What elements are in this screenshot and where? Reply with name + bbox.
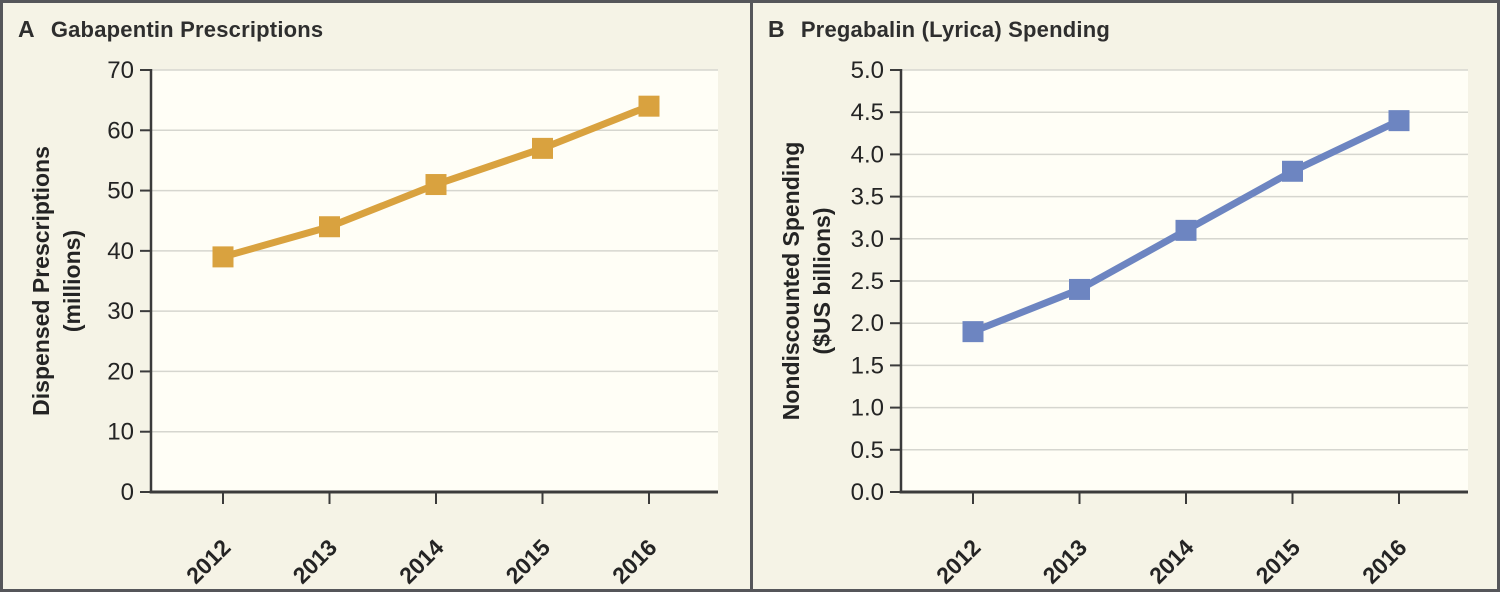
y-axis-title-line2: ($US billions) xyxy=(809,208,835,355)
y-tick-label: 40 xyxy=(107,238,134,265)
y-tick-label: 0.5 xyxy=(851,437,884,464)
x-tick-label: 2016 xyxy=(1357,534,1412,589)
panel-a-gabapentin-prescriptions: A Gabapentin Prescriptions 0 10 20 30 40 50 60 7… xyxy=(3,3,750,589)
y-axis-title-line1: Dispensed Prescriptions xyxy=(28,146,54,416)
x-tick-group: 2012 2013 2014 2015 2016 xyxy=(181,492,662,589)
x-tick-label: 2013 xyxy=(287,534,342,589)
y-tick-label: 50 xyxy=(107,178,134,205)
data-markers xyxy=(962,110,1410,343)
y-tick-label: 70 xyxy=(107,57,134,84)
y-tick-label: 5.0 xyxy=(851,57,884,84)
y-tick-group: 0 10 20 30 40 50 60 70 xyxy=(107,57,151,506)
y-tick-label: 3.5 xyxy=(851,184,884,211)
panel-b-title: B Pregabalin (Lyrica) Spending xyxy=(768,16,1110,43)
y-tick-label: 20 xyxy=(107,358,134,385)
data-markers xyxy=(212,95,660,268)
panel-b-title-text: Pregabalin (Lyrica) Spending xyxy=(800,17,1110,42)
data-point-marker xyxy=(1282,160,1303,182)
data-point-marker xyxy=(319,216,340,238)
y-tick-label: 2.0 xyxy=(851,310,884,337)
y-tick-label: 30 xyxy=(107,298,134,325)
y-axis-title-line2: (millions) xyxy=(59,230,85,332)
data-point-marker xyxy=(1388,110,1410,132)
y-tick-label: 60 xyxy=(107,117,134,144)
y-tick-label: 10 xyxy=(107,419,134,446)
chart-a-svg: 0 10 20 30 40 50 60 70 2012 2013 2014 2015 2016 Dispe… xyxy=(28,57,718,589)
x-tick-label: 2013 xyxy=(1037,534,1092,589)
data-point-marker xyxy=(1069,278,1090,300)
x-tick-group: 2012 2013 2014 2015 2016 xyxy=(931,492,1412,589)
panel-a-title-text: Gabapentin Prescriptions xyxy=(50,17,324,42)
y-tick-label: 4.5 xyxy=(851,99,884,126)
y-tick-group: 0.0 0.5 1.0 1.5 2.0 2.5 3.0 3.5 4.0 4.5 5.0 xyxy=(851,57,901,506)
panel-a-title: A Gabapentin Prescriptions xyxy=(18,16,323,43)
y-tick-label: 1.5 xyxy=(851,352,884,379)
y-tick-label: 3.0 xyxy=(851,226,884,253)
x-tick-label: 2015 xyxy=(1250,534,1305,589)
plot-area xyxy=(151,70,718,492)
panel-b-pregabalin-spending: B Pregabalin (Lyrica) Spending 0.0 0.5 1.0 1… xyxy=(753,3,1497,589)
data-point-marker xyxy=(212,246,234,268)
panel-a-letter: A xyxy=(18,16,35,42)
data-point-marker xyxy=(1175,219,1197,241)
x-tick-label: 2012 xyxy=(931,534,986,589)
y-tick-label: 0 xyxy=(121,479,134,506)
y-tick-label: 4.0 xyxy=(851,141,884,168)
x-tick-label: 2015 xyxy=(500,534,555,589)
data-point-marker xyxy=(425,174,447,196)
y-tick-label: 1.0 xyxy=(851,395,884,422)
y-tick-label: 2.5 xyxy=(851,268,884,295)
x-tick-label: 2014 xyxy=(1144,534,1199,589)
panel-b-letter: B xyxy=(768,16,785,42)
y-tick-label: 0.0 xyxy=(851,479,884,506)
data-point-marker xyxy=(532,137,553,159)
gridlines xyxy=(901,69,1468,451)
x-tick-label: 2016 xyxy=(607,534,662,589)
data-point-marker xyxy=(638,95,660,117)
x-tick-label: 2014 xyxy=(394,534,449,589)
x-tick-label: 2012 xyxy=(181,534,236,589)
data-point-marker xyxy=(962,321,984,343)
y-axis-title-line1: Nondiscounted Spending xyxy=(778,142,804,421)
